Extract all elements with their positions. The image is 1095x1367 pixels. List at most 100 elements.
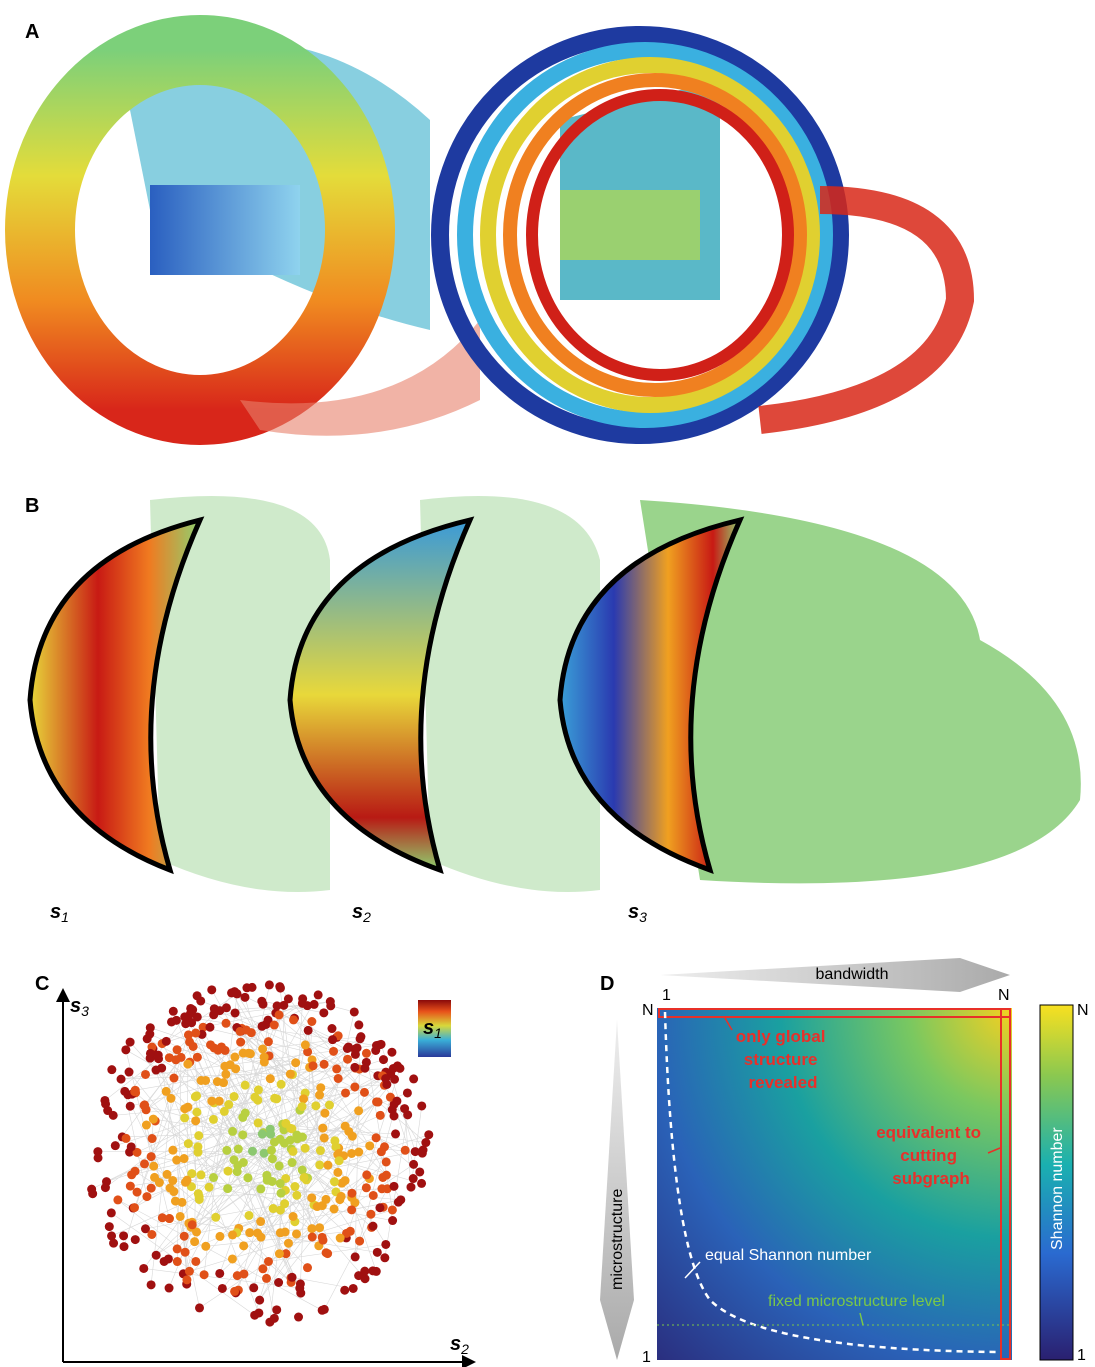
caption: s3 xyxy=(628,901,647,925)
node xyxy=(346,1227,355,1236)
node xyxy=(280,1199,289,1208)
node xyxy=(281,1228,290,1237)
node xyxy=(275,1249,284,1258)
node xyxy=(323,1161,332,1170)
node xyxy=(222,1019,231,1028)
node xyxy=(276,1179,285,1188)
shape-b1 xyxy=(30,496,330,892)
node xyxy=(389,1064,398,1073)
node xyxy=(181,1248,190,1257)
node xyxy=(218,1284,227,1293)
node xyxy=(119,1242,128,1251)
subscript: 2 xyxy=(460,1341,469,1357)
line: only global xyxy=(736,1027,826,1046)
node xyxy=(360,1088,369,1097)
axis-label: s3 xyxy=(70,995,89,1019)
node xyxy=(262,1274,271,1283)
node xyxy=(382,1171,391,1180)
node xyxy=(281,1119,290,1128)
node xyxy=(119,1231,128,1240)
node xyxy=(215,1232,224,1241)
node xyxy=(270,1021,279,1030)
node xyxy=(333,1168,342,1177)
node xyxy=(266,1074,275,1083)
node xyxy=(371,1046,380,1055)
node xyxy=(122,1134,131,1143)
node xyxy=(109,1239,118,1248)
node xyxy=(200,1270,209,1279)
node xyxy=(356,1032,365,1041)
node xyxy=(262,1020,271,1029)
ring-right xyxy=(440,35,960,435)
node xyxy=(350,1007,359,1016)
node xyxy=(321,1195,330,1204)
node xyxy=(239,1241,248,1250)
node xyxy=(183,1060,192,1069)
node xyxy=(181,1178,190,1187)
node xyxy=(377,1147,386,1156)
node xyxy=(160,1257,169,1266)
node xyxy=(353,1043,362,1052)
node xyxy=(256,1184,265,1193)
node xyxy=(320,1060,329,1069)
node xyxy=(147,1280,156,1289)
panel-label: D xyxy=(600,973,614,995)
node xyxy=(275,1010,284,1019)
node xyxy=(152,1066,161,1075)
node xyxy=(266,1130,275,1139)
node xyxy=(210,1004,219,1013)
caption: s1 xyxy=(50,901,69,925)
node xyxy=(355,1237,364,1246)
node xyxy=(337,1192,346,1201)
node xyxy=(165,1214,174,1223)
node xyxy=(121,1045,130,1054)
node xyxy=(330,1204,339,1213)
node xyxy=(307,1017,316,1026)
axis-label: s2 xyxy=(450,1333,469,1357)
node xyxy=(168,1146,177,1155)
node xyxy=(168,1176,177,1185)
node xyxy=(149,1162,158,1171)
node xyxy=(171,1197,180,1206)
node xyxy=(190,1237,199,1246)
caption: s2 xyxy=(352,901,371,925)
node xyxy=(316,1146,325,1155)
node xyxy=(176,1212,185,1221)
node xyxy=(366,1210,375,1219)
node xyxy=(276,1135,285,1144)
node xyxy=(372,1133,381,1142)
node xyxy=(88,1189,97,1198)
node xyxy=(387,1048,396,1057)
node xyxy=(315,1223,324,1232)
node xyxy=(376,1111,385,1120)
node xyxy=(354,1148,363,1157)
node xyxy=(289,1212,298,1221)
annotation: fixed microstructure level xyxy=(768,1293,945,1310)
node xyxy=(201,1242,210,1251)
node xyxy=(233,1167,242,1176)
colorbar-title: Shannon number xyxy=(1049,1127,1066,1250)
node xyxy=(403,1088,412,1097)
line: subgraph xyxy=(892,1169,969,1188)
node xyxy=(172,1016,181,1025)
node xyxy=(180,1012,189,1021)
node xyxy=(240,993,249,1002)
node xyxy=(303,1263,312,1272)
node xyxy=(311,1101,320,1110)
subscript: 1 xyxy=(434,1025,442,1041)
node xyxy=(152,1251,161,1260)
node xyxy=(215,1269,224,1278)
node xyxy=(291,1058,300,1067)
line: structure xyxy=(744,1050,818,1069)
node xyxy=(388,1205,397,1214)
node xyxy=(165,1284,174,1293)
node xyxy=(127,1142,136,1151)
node xyxy=(133,1188,142,1197)
node xyxy=(319,1008,328,1017)
node xyxy=(205,1183,214,1192)
edge xyxy=(288,999,302,1243)
node xyxy=(256,1233,265,1242)
node xyxy=(239,1269,248,1278)
node xyxy=(221,1070,230,1079)
node xyxy=(139,1264,148,1273)
